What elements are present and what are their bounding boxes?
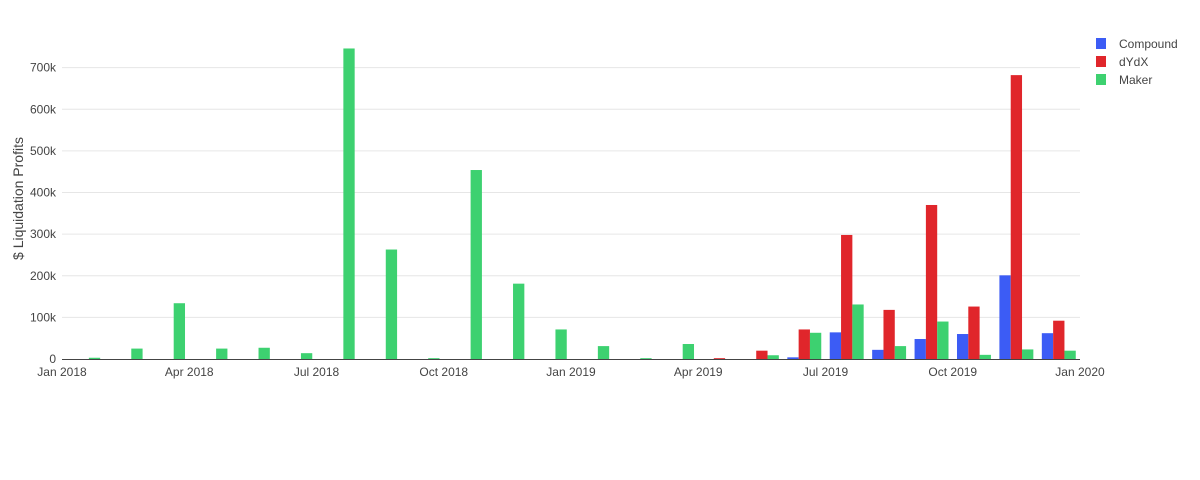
legend-label-compound[interactable]: Compound (1119, 37, 1178, 51)
legend-label-maker[interactable]: Maker (1119, 73, 1152, 87)
bar-maker[interactable] (131, 348, 143, 359)
bar-maker[interactable] (513, 283, 525, 359)
x-tick-label: Oct 2018 (419, 365, 468, 379)
bar-dydx[interactable] (883, 309, 895, 359)
bar-maker[interactable] (173, 303, 186, 359)
bar-maker[interactable] (88, 357, 101, 359)
bar-dydx[interactable] (1053, 320, 1065, 359)
bar-dydx[interactable] (756, 350, 768, 359)
bars-group (88, 48, 1076, 360)
bar-compound[interactable] (999, 275, 1011, 359)
bar-maker[interactable] (979, 354, 991, 359)
x-tick-label: Jan 2019 (546, 365, 596, 379)
bar-maker[interactable] (682, 344, 695, 359)
bar-maker[interactable] (809, 332, 822, 359)
x-tick-label: Oct 2019 (928, 365, 977, 379)
x-tick-label: Apr 2018 (165, 365, 214, 379)
gridlines (62, 67, 1080, 318)
bar-dydx[interactable] (798, 329, 810, 359)
bar-maker[interactable] (343, 48, 355, 359)
y-tick-label: 600k (30, 102, 57, 116)
y-tick-label: 500k (30, 144, 57, 158)
legend-swatch (1096, 56, 1106, 67)
bar-maker[interactable] (937, 321, 949, 359)
bar-maker[interactable] (1064, 350, 1076, 359)
x-tick-label: Jan 2020 (1055, 365, 1105, 379)
y-tick-label: 300k (30, 227, 57, 241)
bar-maker[interactable] (300, 353, 313, 359)
x-tick-label: Apr 2019 (674, 365, 723, 379)
bar-dydx[interactable] (1010, 75, 1023, 360)
bar-compound[interactable] (1041, 333, 1054, 359)
bar-maker[interactable] (852, 304, 864, 359)
bar-maker[interactable] (640, 358, 652, 359)
bar-maker[interactable] (555, 329, 567, 359)
bar-maker[interactable] (428, 358, 440, 359)
x-tick-label: Jul 2018 (294, 365, 340, 379)
bar-maker[interactable] (767, 355, 779, 359)
legend[interactable]: Compound dYdX Maker (1096, 37, 1178, 87)
legend-swatch (1096, 74, 1106, 85)
x-tick-label: Jul 2019 (803, 365, 849, 379)
y-tick-label: 100k (30, 310, 57, 324)
y-axis-title: $ Liquidation Profits (10, 137, 26, 260)
bar-compound[interactable] (829, 332, 842, 359)
legend-label-dydx[interactable]: dYdX (1119, 55, 1148, 69)
bar-compound[interactable] (872, 349, 884, 359)
legend-swatch (1096, 38, 1106, 49)
y-tick-label: 700k (30, 61, 57, 75)
bar-compound[interactable] (956, 334, 969, 359)
y-tick-labels: 0 100k 200k 300k 400k 500k 600k 700k (30, 61, 57, 366)
bar-compound[interactable] (914, 339, 926, 359)
bar-dydx[interactable] (713, 358, 726, 359)
bar-maker[interactable] (597, 346, 610, 359)
bar-dydx[interactable] (925, 204, 938, 359)
bar-dydx[interactable] (968, 306, 980, 359)
x-tick-label: Jan 2018 (37, 365, 87, 379)
y-tick-label: 0 (49, 352, 56, 366)
bar-maker[interactable] (1022, 349, 1034, 359)
y-tick-label: 400k (30, 186, 57, 200)
x-tick-labels: Jan 2018 Apr 2018 Jul 2018 Oct 2018 Jan 2019… (37, 365, 1105, 379)
bar-maker[interactable] (258, 347, 270, 359)
bar-maker[interactable] (385, 249, 398, 359)
y-tick-label: 200k (30, 269, 57, 283)
bar-dydx[interactable] (841, 234, 853, 359)
bar-maker[interactable] (470, 170, 482, 359)
bar-compound[interactable] (787, 357, 799, 359)
bar-maker[interactable] (216, 348, 228, 359)
bar-maker[interactable] (894, 346, 907, 359)
